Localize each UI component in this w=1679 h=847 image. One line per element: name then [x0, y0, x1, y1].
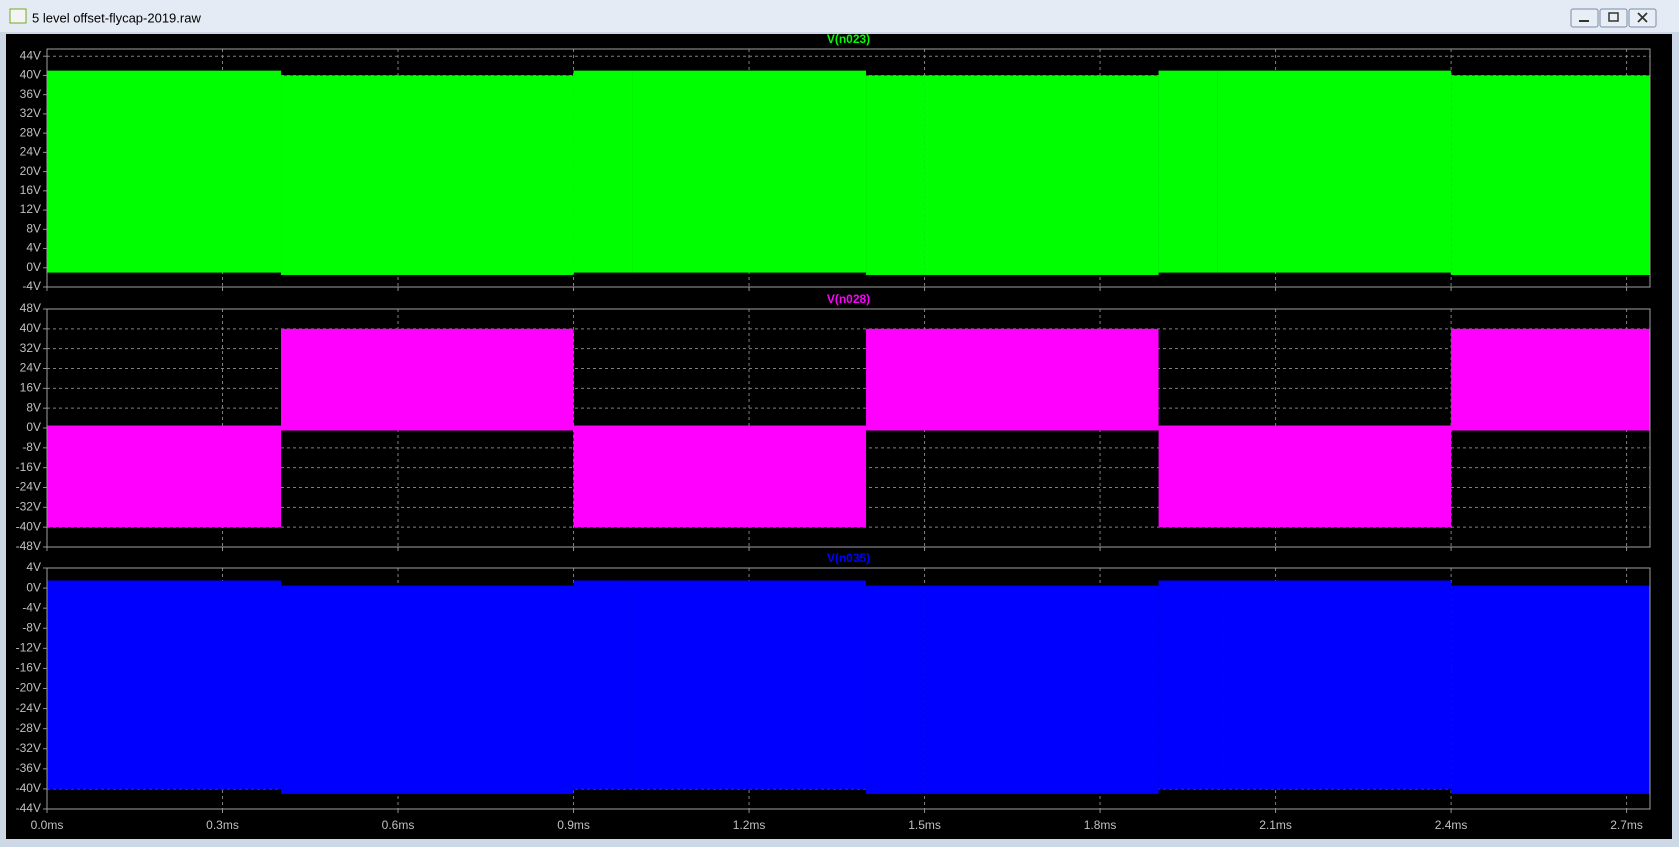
y-tick-label: -20V	[16, 681, 41, 695]
waveform-panel: -48V -40V -32V -24V -16V -8V 0V 8V 16V 24V 32V 40V 4…	[16, 292, 1651, 553]
trace	[47, 70, 1650, 275]
y-tick-label: -32V	[16, 500, 41, 514]
signal-envelope	[47, 425, 282, 528]
y-tick-label: -24V	[16, 701, 41, 715]
signal-envelope	[1158, 580, 1218, 789]
y-tick-label: -4V	[22, 279, 41, 293]
y-tick-label: -40V	[16, 781, 41, 795]
signal-envelope	[47, 580, 223, 789]
signal-envelope	[47, 70, 223, 273]
minimize-button[interactable]	[1570, 8, 1599, 28]
y-tick-label: -48V	[16, 539, 41, 553]
y-tick-label: 8V	[26, 400, 41, 414]
x-tick-label: 2.4ms	[1435, 818, 1468, 832]
signal-envelope	[632, 70, 867, 273]
signal-envelope	[632, 580, 867, 789]
signal-envelope	[866, 585, 925, 794]
signal-envelope	[1217, 70, 1452, 273]
x-tick-label: 0.0ms	[31, 818, 64, 832]
signal-envelope	[573, 70, 633, 273]
y-tick-label: 0V	[26, 260, 41, 274]
y-tick-label: 20V	[20, 164, 41, 178]
panel-border	[46, 48, 1651, 288]
signal-envelope	[1451, 75, 1650, 275]
signal-envelope	[281, 585, 574, 794]
waveform-panel: -4V 0V 4V 8V 12V 16V 20V 24V 28V 32V 36V 40V 44V V(n0…	[20, 32, 1651, 293]
signal-envelope	[866, 75, 925, 275]
waveform-panel: -44V -40V -36V -32V -28V -24V -20V -16V -12V -8V -…	[16, 551, 1651, 832]
y-tick-label: 32V	[20, 106, 41, 120]
signal-envelope	[1217, 580, 1452, 789]
y-tick-label: -8V	[22, 440, 41, 454]
y-tick-label: 40V	[20, 68, 41, 82]
y-tick-label: -44V	[16, 801, 41, 815]
y-tick-label: 28V	[20, 125, 41, 139]
y-tick-label: 24V	[20, 361, 41, 375]
signal-envelope	[866, 328, 1159, 431]
y-tick-label: 40V	[20, 321, 41, 335]
x-tick-label: 0.9ms	[557, 818, 590, 832]
signal-envelope	[222, 70, 282, 273]
trace-label: V(n028)	[827, 292, 870, 306]
y-tick-label: 4V	[26, 560, 41, 574]
signal-envelope	[924, 75, 1159, 275]
y-tick-label: -8V	[22, 620, 41, 634]
y-tick-label: -4V	[22, 600, 41, 614]
app-icon	[9, 8, 27, 24]
title-bar	[0, 0, 1679, 32]
x-tick-label: 1.2ms	[733, 818, 766, 832]
signal-envelope	[1451, 328, 1650, 431]
window-title: 5 level offset-flycap-2019.raw	[32, 10, 201, 25]
signal-envelope	[222, 580, 282, 789]
y-tick-label: -16V	[16, 661, 41, 675]
y-tick-label: 48V	[20, 301, 41, 315]
trace	[47, 580, 1650, 794]
close-icon	[1637, 12, 1648, 23]
signal-envelope	[281, 75, 574, 275]
y-tick-label: 16V	[20, 183, 41, 197]
signal-envelope	[573, 580, 633, 789]
signal-envelope	[1158, 70, 1218, 273]
signal-envelope	[924, 585, 1159, 794]
y-tick-label: -16V	[16, 460, 41, 474]
panel-border	[46, 308, 1651, 548]
panel-border	[46, 567, 1651, 810]
x-tick-label: 1.8ms	[1084, 818, 1117, 832]
x-tick-label: 1.5ms	[908, 818, 941, 832]
trace-label: V(n035)	[827, 551, 870, 565]
y-tick-label: 12V	[20, 202, 41, 216]
y-tick-label: 36V	[20, 87, 41, 101]
y-tick-label: 0V	[26, 580, 41, 594]
y-tick-label: 32V	[20, 341, 41, 355]
signal-envelope	[1451, 585, 1650, 794]
x-tick-label: 0.3ms	[206, 818, 239, 832]
y-tick-label: 0V	[26, 420, 41, 434]
y-tick-label: 44V	[20, 48, 41, 62]
x-tick-label: 2.1ms	[1259, 818, 1292, 832]
restore-icon	[1608, 12, 1619, 22]
y-tick-label: -24V	[16, 480, 41, 494]
y-tick-label: 24V	[20, 145, 41, 159]
y-tick-label: -32V	[16, 741, 41, 755]
x-tick-label: 2.7ms	[1610, 818, 1643, 832]
trace-label: V(n023)	[827, 32, 870, 46]
y-tick-label: 4V	[26, 241, 41, 255]
signal-envelope	[1158, 425, 1452, 528]
y-tick-label: -36V	[16, 761, 41, 775]
y-tick-label: -28V	[16, 721, 41, 735]
trace	[47, 328, 1650, 528]
signal-envelope	[573, 425, 867, 528]
x-tick-label: 0.6ms	[382, 818, 415, 832]
restore-button[interactable]	[1599, 8, 1628, 28]
y-tick-label: -12V	[16, 641, 41, 655]
y-tick-label: 8V	[26, 221, 41, 235]
signal-envelope	[281, 328, 574, 431]
y-tick-label: 16V	[20, 381, 41, 395]
y-tick-label: -40V	[16, 519, 41, 533]
